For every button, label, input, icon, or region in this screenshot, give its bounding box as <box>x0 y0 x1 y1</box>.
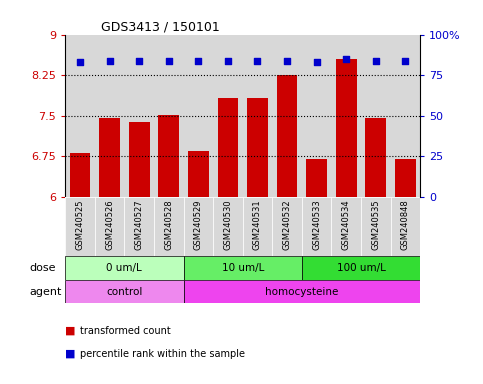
Text: GSM240532: GSM240532 <box>283 200 292 250</box>
Bar <box>65 280 184 303</box>
Point <box>401 58 409 64</box>
Point <box>224 58 232 64</box>
Point <box>195 58 202 64</box>
Bar <box>302 35 331 197</box>
Bar <box>65 35 95 197</box>
Bar <box>95 35 125 197</box>
Bar <box>213 197 242 257</box>
Point <box>342 56 350 62</box>
Bar <box>395 159 416 197</box>
Bar <box>247 98 268 197</box>
Bar <box>391 35 420 197</box>
Text: agent: agent <box>30 286 62 296</box>
Bar <box>331 35 361 197</box>
Bar <box>65 197 95 257</box>
Point <box>76 59 84 65</box>
Bar <box>158 114 179 197</box>
Bar <box>154 35 184 197</box>
Bar <box>188 151 209 197</box>
Text: GSM240527: GSM240527 <box>135 200 143 250</box>
Text: GSM240531: GSM240531 <box>253 200 262 250</box>
Bar <box>129 122 150 197</box>
Text: GSM240534: GSM240534 <box>342 200 351 250</box>
Text: GSM240528: GSM240528 <box>164 200 173 250</box>
Text: GSM240526: GSM240526 <box>105 200 114 250</box>
Bar <box>99 118 120 197</box>
Text: 10 um/L: 10 um/L <box>222 263 264 273</box>
Bar <box>272 35 302 197</box>
Bar <box>277 75 298 197</box>
Point <box>313 59 321 65</box>
Text: GSM240529: GSM240529 <box>194 200 203 250</box>
Bar <box>70 154 90 197</box>
Bar <box>217 98 238 197</box>
Point <box>165 58 172 64</box>
Bar <box>302 257 420 280</box>
Text: GSM240530: GSM240530 <box>224 200 232 250</box>
Text: GDS3413 / 150101: GDS3413 / 150101 <box>101 20 219 33</box>
Bar <box>366 118 386 197</box>
Text: ■: ■ <box>65 349 76 359</box>
Point <box>135 58 143 64</box>
Text: transformed count: transformed count <box>80 326 170 336</box>
Bar <box>95 197 125 257</box>
Bar <box>391 197 420 257</box>
Bar <box>154 197 184 257</box>
Bar <box>331 197 361 257</box>
Text: homocysteine: homocysteine <box>265 286 339 296</box>
Text: GSM240533: GSM240533 <box>312 200 321 250</box>
Bar <box>361 35 391 197</box>
Text: control: control <box>106 286 142 296</box>
Bar <box>242 197 272 257</box>
Point <box>106 58 114 64</box>
Text: percentile rank within the sample: percentile rank within the sample <box>80 349 245 359</box>
Text: 100 um/L: 100 um/L <box>337 263 385 273</box>
Point <box>254 58 261 64</box>
Bar <box>302 197 331 257</box>
Point <box>283 58 291 64</box>
Text: 0 um/L: 0 um/L <box>106 263 142 273</box>
Bar <box>184 280 420 303</box>
Bar <box>184 35 213 197</box>
Text: GSM240525: GSM240525 <box>75 200 85 250</box>
Bar <box>242 35 272 197</box>
Point <box>372 58 380 64</box>
Text: dose: dose <box>30 263 56 273</box>
Bar <box>125 35 154 197</box>
Bar <box>184 197 213 257</box>
Bar <box>184 257 302 280</box>
Text: GSM240848: GSM240848 <box>401 200 410 250</box>
Bar <box>272 197 302 257</box>
Bar <box>336 59 356 197</box>
Bar <box>125 197 154 257</box>
Bar <box>213 35 242 197</box>
Bar <box>361 197 391 257</box>
Bar <box>65 257 184 280</box>
Bar <box>306 159 327 197</box>
Text: GSM240535: GSM240535 <box>371 200 380 250</box>
Text: ■: ■ <box>65 326 76 336</box>
